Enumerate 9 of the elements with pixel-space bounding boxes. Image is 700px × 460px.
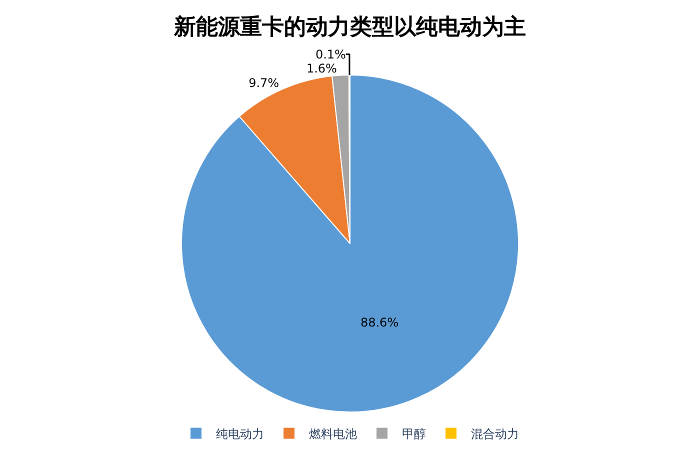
data-label: 0.1% bbox=[315, 47, 346, 62]
chart-title: 新能源重卡的动力类型以纯电动为主 bbox=[173, 14, 526, 40]
data-label: 88.6% bbox=[360, 315, 399, 330]
legend-label: 甲醇 bbox=[402, 426, 426, 441]
legend-label: 纯电动力 bbox=[216, 426, 264, 441]
data-label: 1.6% bbox=[306, 61, 337, 76]
legend-label: 燃料电池 bbox=[309, 426, 357, 441]
legend-label: 混合动力 bbox=[471, 426, 519, 441]
data-label: 9.7% bbox=[248, 76, 280, 90]
